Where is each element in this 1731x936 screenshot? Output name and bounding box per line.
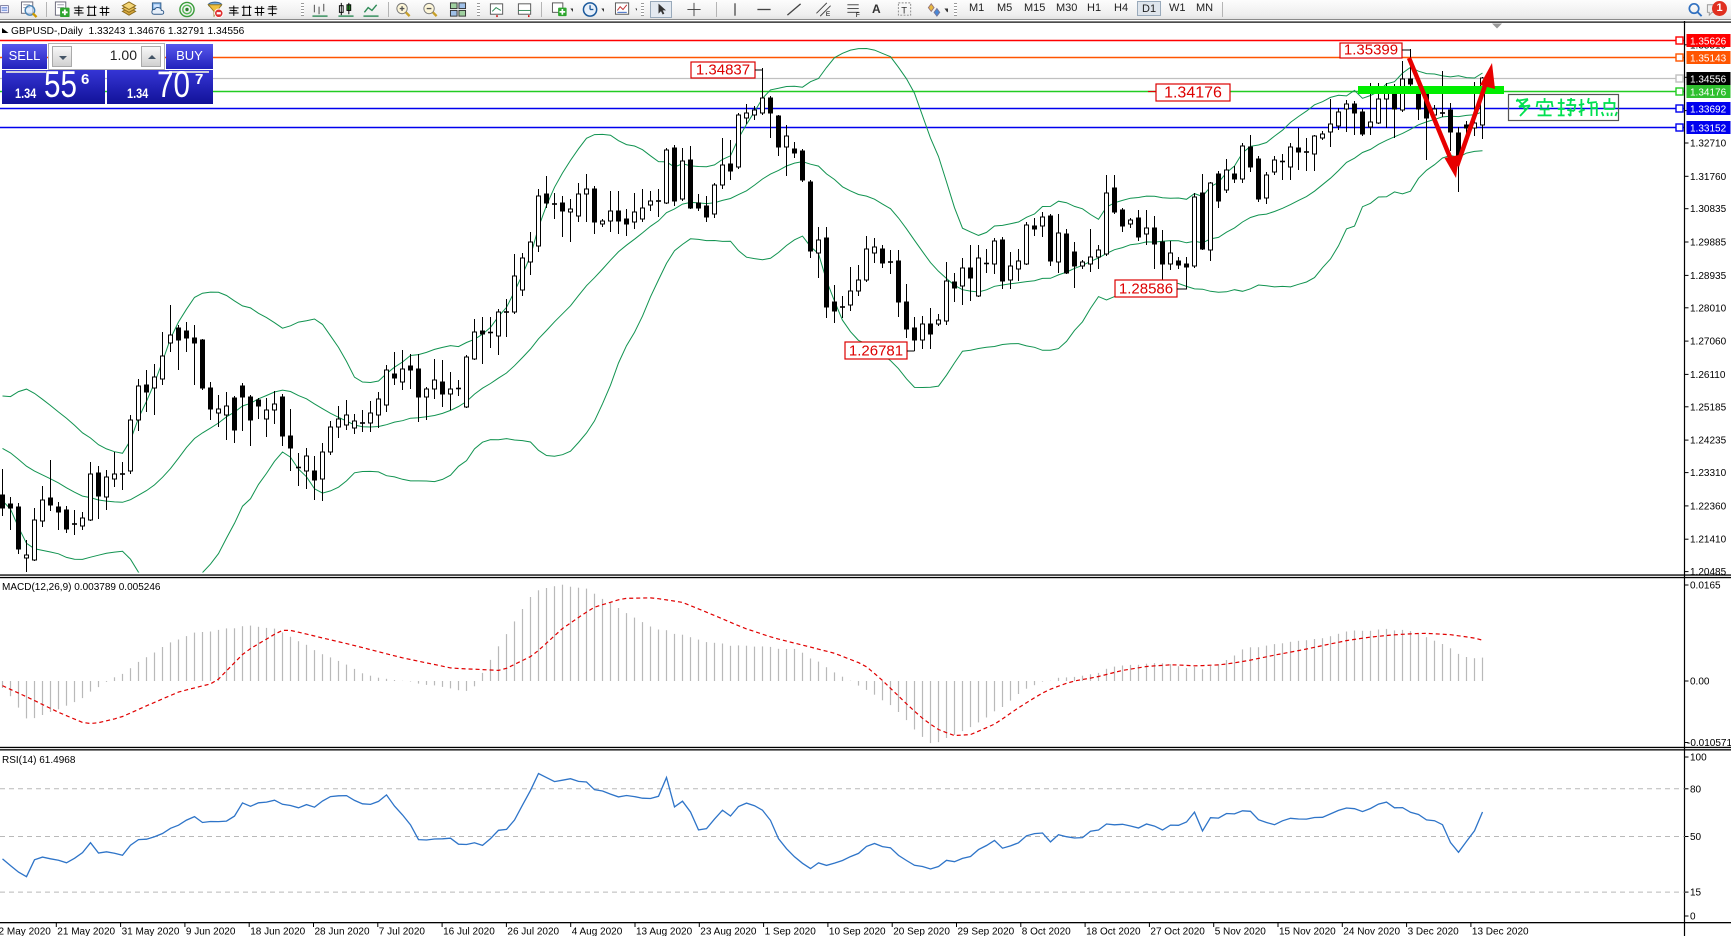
svg-text:RSI(14) 61.4968: RSI(14) 61.4968 [2,755,76,766]
svg-text:21 May 2020: 21 May 2020 [57,927,115,936]
svg-text:1.31760: 1.31760 [1690,172,1727,183]
svg-text:1.24235: 1.24235 [1690,436,1727,447]
svg-text:1.35399: 1.35399 [1344,42,1398,59]
svg-text:-0.010571: -0.010571 [1687,738,1731,749]
svg-text:0: 0 [1690,912,1696,923]
svg-text:T: T [901,5,907,16]
svg-text:24 Nov 2020: 24 Nov 2020 [1343,927,1400,936]
svg-text:23 Aug 2020: 23 Aug 2020 [700,927,757,936]
svg-text:1.28010: 1.28010 [1690,303,1727,314]
svg-text:50: 50 [1690,832,1702,843]
svg-text:20 Sep 2020: 20 Sep 2020 [893,927,950,936]
svg-text:1.28586: 1.28586 [1119,281,1173,298]
svg-text:1.27060: 1.27060 [1690,337,1727,348]
svg-text:1.34837: 1.34837 [696,62,750,79]
svg-text:26 Jul 2020: 26 Jul 2020 [507,927,559,936]
svg-text:1 Sep 2020: 1 Sep 2020 [765,927,817,936]
svg-text:13 Dec 2020: 13 Dec 2020 [1472,927,1529,936]
svg-text:1.23310: 1.23310 [1690,468,1727,479]
svg-text:1.32710: 1.32710 [1690,139,1727,150]
svg-text:9 Jun 2020: 9 Jun 2020 [186,927,236,936]
svg-text:16 Jul 2020: 16 Jul 2020 [443,927,495,936]
svg-text:1.26781: 1.26781 [849,343,903,360]
svg-text:8 Oct 2020: 8 Oct 2020 [1022,927,1071,936]
svg-text:1.34556: 1.34556 [1690,74,1727,85]
svg-text:1.22360: 1.22360 [1690,501,1727,512]
svg-text:1.25185: 1.25185 [1690,402,1727,413]
svg-text:E: E [826,11,831,18]
svg-text:1.20485: 1.20485 [1690,567,1727,578]
svg-text:31 May 2020: 31 May 2020 [122,927,180,936]
svg-text:1.21410: 1.21410 [1690,535,1727,546]
svg-text:0.00: 0.00 [1690,677,1710,688]
svg-text:F: F [856,12,860,18]
svg-text:100: 100 [1690,753,1707,764]
svg-text:1.26110: 1.26110 [1690,370,1726,381]
svg-text:3 Dec 2020: 3 Dec 2020 [1408,927,1460,936]
svg-text:1.30835: 1.30835 [1690,204,1727,215]
svg-text:10 Sep 2020: 10 Sep 2020 [829,927,886,936]
svg-text:0.0165: 0.0165 [1690,581,1721,592]
svg-text:15 Nov 2020: 15 Nov 2020 [1279,927,1336,936]
svg-text:5 Nov 2020: 5 Nov 2020 [1215,927,1267,936]
svg-text:4 Aug 2020: 4 Aug 2020 [572,927,623,936]
svg-text:80: 80 [1690,784,1702,795]
svg-text:29 Sep 2020: 29 Sep 2020 [958,927,1015,936]
svg-text:18 Jun 2020: 18 Jun 2020 [250,927,305,936]
svg-text:15: 15 [1690,888,1702,899]
svg-text:1.35143: 1.35143 [1690,53,1727,64]
svg-text:1.35626: 1.35626 [1690,36,1727,47]
svg-text:18 Oct 2020: 18 Oct 2020 [1086,927,1141,936]
svg-text:1.34176: 1.34176 [1164,85,1222,102]
svg-text:1.28935: 1.28935 [1690,271,1727,282]
svg-text:7 Jul 2020: 7 Jul 2020 [379,927,426,936]
svg-text:1.29885: 1.29885 [1690,238,1727,249]
svg-text:1.33692: 1.33692 [1690,104,1727,115]
svg-text:1.34176: 1.34176 [1690,87,1727,98]
svg-text:MACD(12,26,9) 0.003789 0.00524: MACD(12,26,9) 0.003789 0.005246 [2,582,161,593]
svg-text:27 Oct 2020: 27 Oct 2020 [1150,927,1205,936]
svg-text:13 Aug 2020: 13 Aug 2020 [636,927,693,936]
svg-text:12 May 2020: 12 May 2020 [0,927,51,936]
svg-text:1.33152: 1.33152 [1690,123,1727,134]
svg-text:28 Jun 2020: 28 Jun 2020 [315,927,370,936]
